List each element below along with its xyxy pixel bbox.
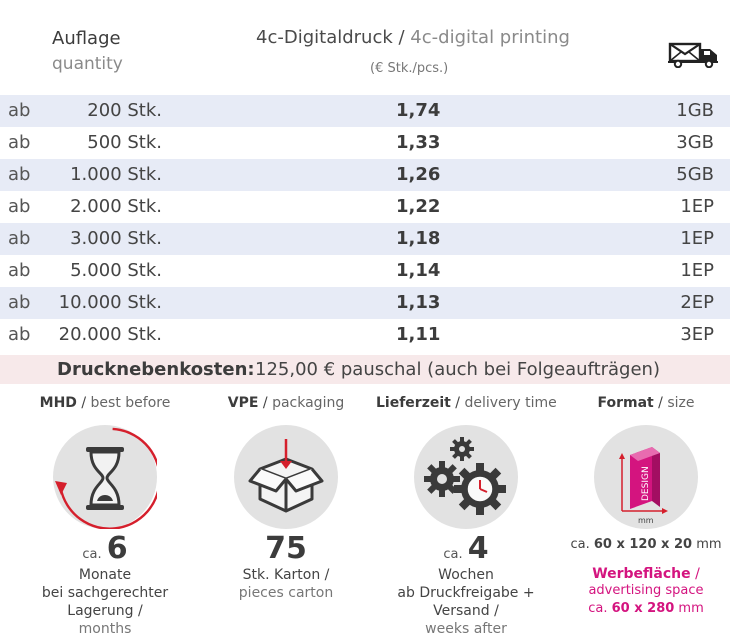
ab-label: ab: [8, 191, 30, 223]
packaging-number: 75: [265, 531, 307, 566]
printing-header-de: 4c-Digitaldruck: [256, 27, 393, 48]
printing-header: 4c-Digitaldruck / 4c-digital printing: [256, 27, 570, 48]
best-before-note: bei sachgerechter Lagerung /: [15, 584, 195, 620]
ab-label: ab: [8, 255, 30, 287]
advertising-space-title: Werbefläche /: [556, 566, 730, 582]
additional-costs-value: 125,00 € pauschal (auch bei Folgeaufträg…: [255, 355, 660, 384]
price-cell: 1,33: [396, 127, 440, 159]
price-row: ab 10.000 Stk. 1,13 2EP: [0, 287, 730, 319]
best-before-unit: Monate: [15, 566, 195, 584]
advertising-space-en: advertising space: [556, 582, 730, 600]
ab-label: ab: [8, 95, 30, 127]
hourglass-icon: [53, 425, 157, 529]
price-row: ab 500 Stk. 1,33 3GB: [0, 127, 730, 159]
quantity-cell: 20.000 Stk.: [59, 319, 162, 351]
design-box-icon: DESIGN mm: [594, 425, 698, 529]
packaging-title: VPE / packaging: [196, 395, 376, 411]
quantity-header: Auflage quantity: [52, 28, 123, 74]
shipping-cell: 1EP: [680, 255, 714, 287]
ab-label: ab: [8, 159, 30, 191]
quantity-header-de: Auflage: [52, 28, 123, 50]
price-cell: 1,26: [396, 159, 440, 191]
price-cell: 1,22: [396, 191, 440, 223]
price-unit: (€ Stk./pcs.): [370, 61, 448, 76]
packaging-info: VPE / packaging 75 Stk. Karton / pieces …: [196, 395, 376, 602]
quantity-cell: 10.000 Stk.: [59, 287, 162, 319]
box-icon: [234, 425, 338, 529]
delivery-time-unit-en: weeks after: [376, 620, 556, 638]
format-title: Format / size: [556, 395, 730, 411]
delivery-time-info: Lieferzeit / delivery time ca. 4 Wochen …: [376, 395, 556, 638]
price-cell: 1,11: [396, 319, 440, 351]
shipping-cell: 3GB: [676, 127, 714, 159]
ab-label: ab: [8, 223, 30, 255]
price-cell: 1,18: [396, 223, 440, 255]
gears-clock-icon: [414, 425, 518, 529]
approx-label: ca.: [82, 547, 101, 562]
ab-label: ab: [8, 319, 30, 351]
quantity-cell: 2.000 Stk.: [70, 191, 162, 223]
price-row: ab 5.000 Stk. 1,14 1EP: [0, 255, 730, 287]
quantity-cell: 3.000 Stk.: [70, 223, 162, 255]
quantity-header-en: quantity: [52, 54, 123, 74]
advertising-space-size: ca. 60 x 280 mm: [556, 600, 730, 618]
design-label: DESIGN: [641, 466, 651, 501]
price-row: ab 3.000 Stk. 1,18 1EP: [0, 223, 730, 255]
price-row: ab 20.000 Stk. 1,11 3EP: [0, 319, 730, 351]
ab-label: ab: [8, 127, 30, 159]
price-row: ab 1.000 Stk. 1,26 5GB: [0, 159, 730, 191]
truck-mail-icon: [668, 40, 720, 68]
price-row: ab 2.000 Stk. 1,22 1EP: [0, 191, 730, 223]
price-table: ab 200 Stk. 1,74 1GB ab 500 Stk. 1,33 3GB ab 1.…: [0, 95, 730, 351]
packaging-unit: Stk. Karton /: [196, 566, 376, 584]
approx-label: ca.: [443, 547, 462, 562]
shipping-cell: 5GB: [676, 159, 714, 191]
shipping-cell: 2EP: [680, 287, 714, 319]
delivery-time-unit: Wochen: [376, 566, 556, 584]
quantity-cell: 1.000 Stk.: [70, 159, 162, 191]
format-size: ca. 60 x 120 x 20 mm: [556, 537, 730, 552]
delivery-time-number: 4: [468, 531, 489, 566]
additional-costs-bar: Drucknebenkosten: 125,00 € pauschal (auc…: [0, 355, 730, 384]
price-cell: 1,74: [396, 95, 440, 127]
ab-label: ab: [8, 287, 30, 319]
best-before-number: 6: [107, 531, 128, 566]
shipping-cell: 1GB: [676, 95, 714, 127]
quantity-cell: 200 Stk.: [87, 95, 162, 127]
mm-label: mm: [638, 516, 654, 525]
format-info: Format / size DESIGN mm ca. 60 x 120 x 2…: [556, 395, 730, 618]
quantity-cell: 500 Stk.: [87, 127, 162, 159]
delivery-time-note: ab Druckfreigabe + Versand /: [376, 584, 556, 620]
additional-costs-label: Drucknebenkosten:: [57, 355, 255, 384]
price-row: ab 200 Stk. 1,74 1GB: [0, 95, 730, 127]
printing-header-en: 4c-digital printing: [410, 27, 570, 48]
printing-header-sep: /: [393, 27, 411, 48]
best-before-info: MHD / best before ca. 6 Monate bei sachg…: [15, 395, 195, 638]
packaging-unit-en: pieces carton: [196, 584, 376, 602]
price-cell: 1,14: [396, 255, 440, 287]
shipping-cell: 3EP: [680, 319, 714, 351]
best-before-unit-en: months: [15, 620, 195, 638]
price-cell: 1,13: [396, 287, 440, 319]
shipping-cell: 1EP: [680, 191, 714, 223]
quantity-cell: 5.000 Stk.: [70, 255, 162, 287]
best-before-title: MHD / best before: [15, 395, 195, 411]
delivery-time-title: Lieferzeit / delivery time: [376, 395, 556, 411]
shipping-cell: 1EP: [680, 223, 714, 255]
